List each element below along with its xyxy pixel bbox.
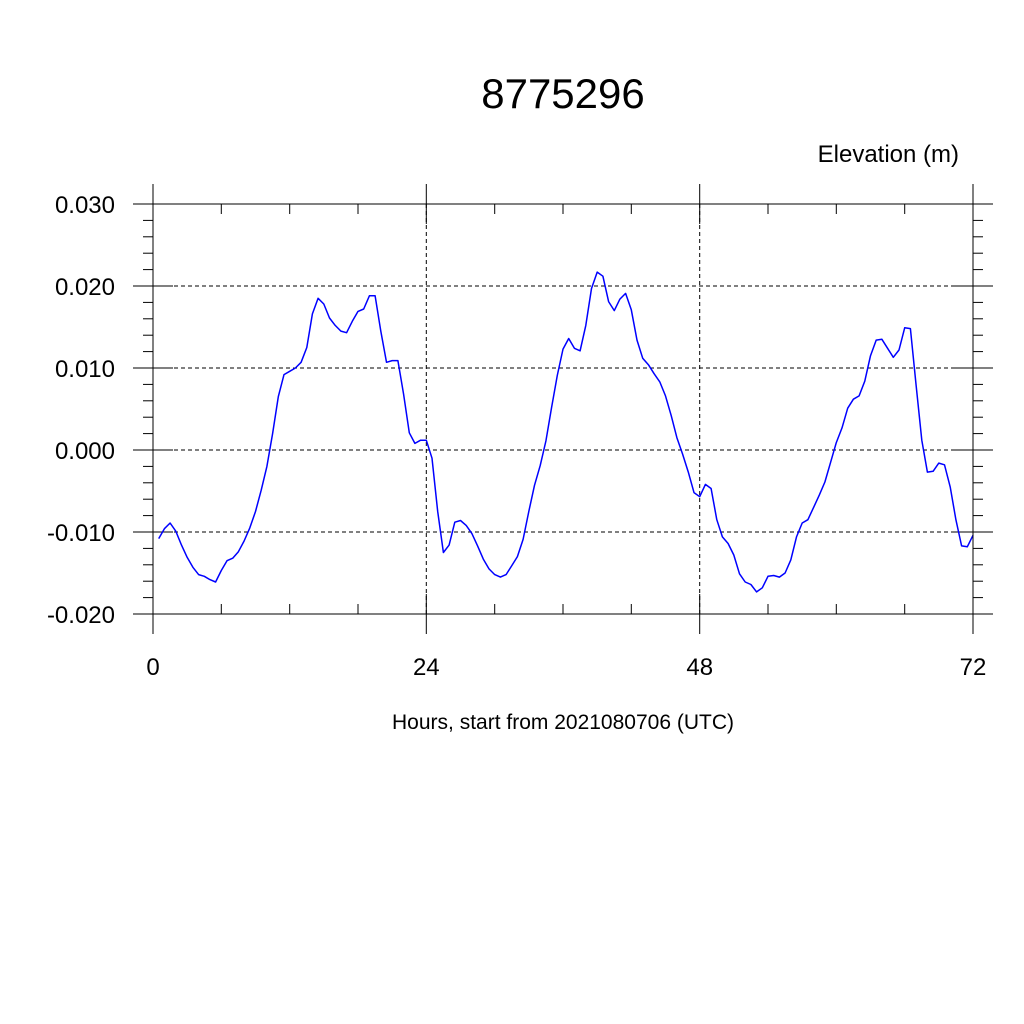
tick-labels: -0.020 -0.010 0.000 0.010 0.020 0.030 0 24 48 72 [47,192,986,681]
plot-frame [152,203,974,615]
y-tick-label: 0.030 [55,192,115,219]
y-tick-label: 0.000 [55,438,115,465]
y-axis-label: Elevation (m) [818,141,959,168]
y-tick-label: 0.020 [55,274,115,301]
x-tick-label: 0 [146,654,159,681]
elevation-series-line [158,271,974,593]
x-tick-label: 48 [686,654,713,681]
x-tick-label: 72 [960,654,987,681]
x-axis-label: Hours, start from 2021080706 (UTC) [392,711,734,734]
y-tick-label: -0.010 [47,520,115,547]
chart-title: 8775296 [481,70,645,117]
x-tick-label: 24 [413,654,440,681]
series-layer [158,271,974,593]
y-tick-label: -0.020 [47,602,115,629]
y-tick-label: 0.010 [55,356,115,383]
